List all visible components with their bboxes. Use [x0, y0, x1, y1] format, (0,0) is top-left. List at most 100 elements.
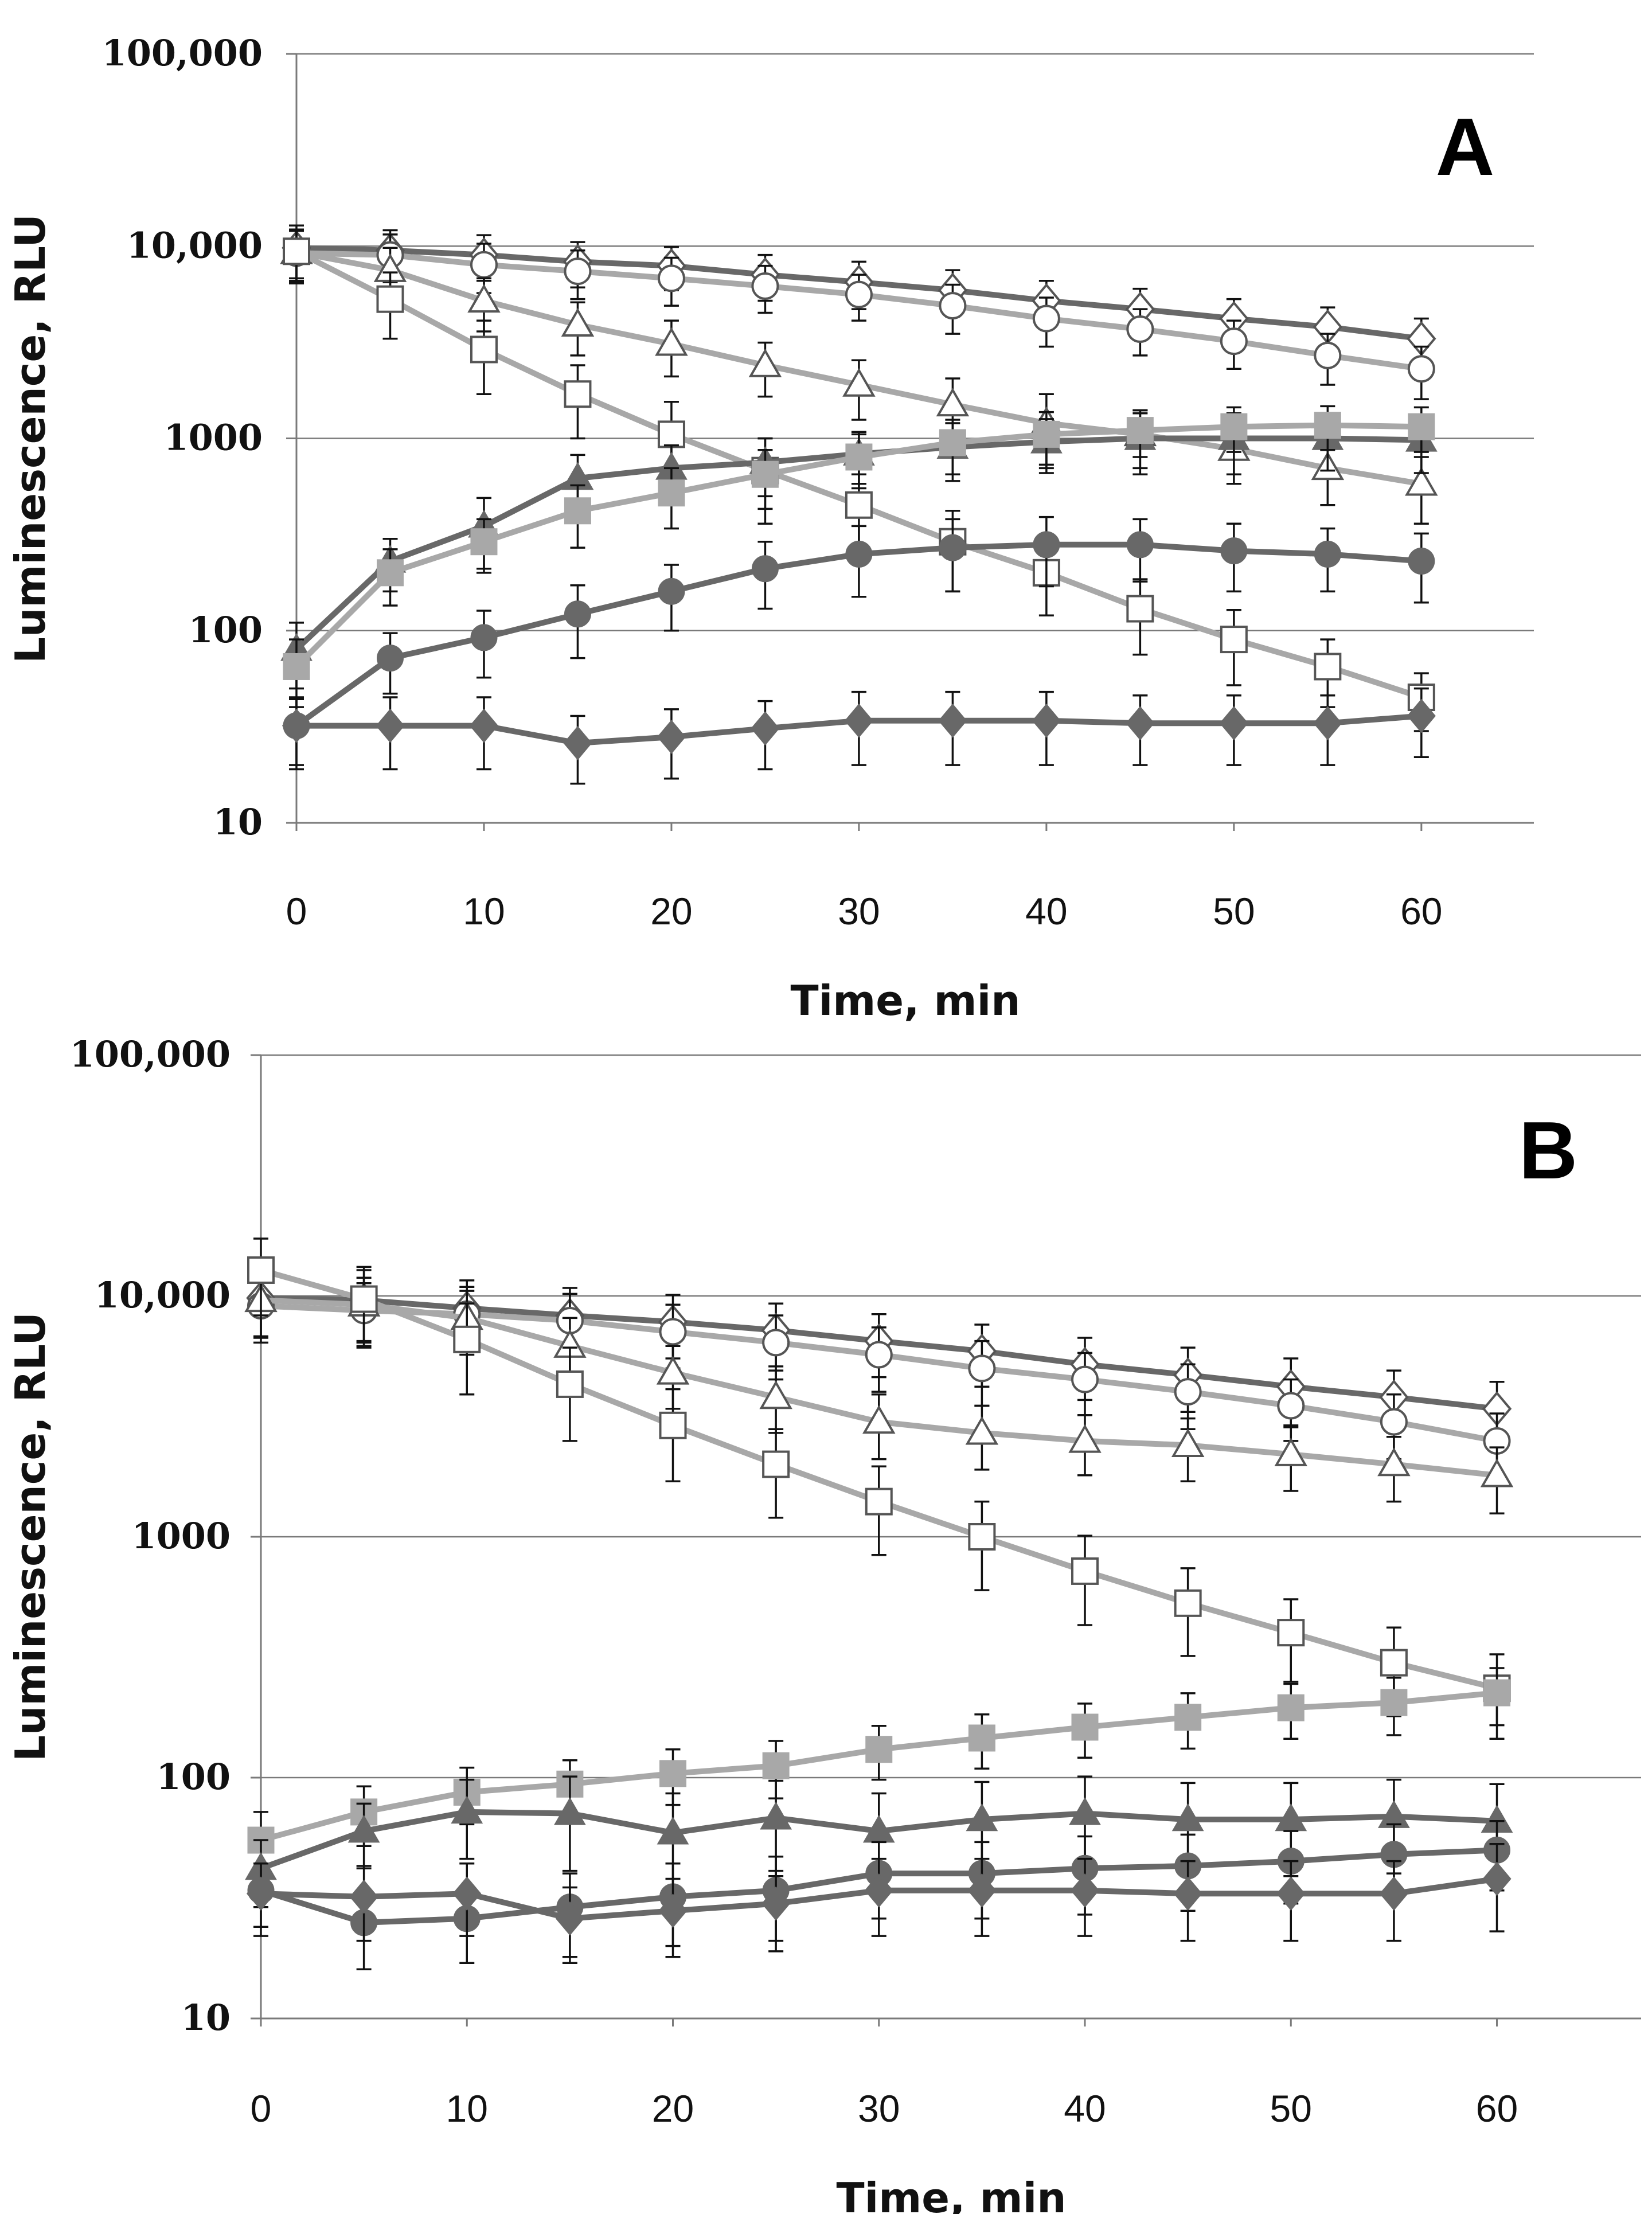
series-square-filled: [283, 405, 1435, 708]
data-point: [1126, 417, 1154, 444]
data-point: [1377, 1447, 1411, 1477]
x-tick-label: 30: [838, 890, 880, 932]
data-point: [1405, 467, 1438, 496]
y-tick-label: 10,000: [95, 1274, 231, 1316]
data-point: [1071, 1713, 1099, 1741]
data-point: [1380, 1649, 1408, 1677]
data-point: [845, 280, 873, 309]
data-point: [864, 1873, 893, 1908]
data-point: [470, 528, 498, 556]
data-point: [282, 708, 311, 743]
data-point: [968, 1354, 996, 1383]
data-point: [452, 1876, 482, 1911]
data-point: [1220, 537, 1248, 565]
series-triangle-open: [244, 1271, 1514, 1515]
data-point: [1126, 706, 1155, 741]
data-point: [845, 540, 873, 568]
data-point: [564, 380, 592, 408]
data-point: [658, 479, 685, 507]
data-point: [247, 1256, 275, 1284]
x-tick-label: 60: [1476, 2087, 1518, 2130]
data-point: [1174, 1589, 1202, 1617]
y-tick-label: 1000: [163, 417, 263, 459]
x-tick-label: 60: [1400, 890, 1442, 932]
panel-label: A: [1436, 101, 1495, 193]
data-point: [760, 1802, 792, 1830]
data-point: [657, 720, 686, 754]
data-point: [283, 653, 310, 680]
data-point: [1033, 420, 1060, 448]
data-point: [561, 308, 595, 337]
data-point: [865, 1341, 893, 1369]
data-point: [844, 703, 873, 738]
data-point: [936, 388, 970, 417]
data-point: [657, 264, 685, 292]
data-point: [1407, 698, 1436, 733]
x-tick-label: 10: [463, 890, 505, 932]
x-tick-label: 0: [251, 2087, 272, 2130]
data-point: [845, 491, 873, 519]
x-tick-label: 20: [650, 890, 692, 932]
data-point: [467, 284, 501, 313]
data-point: [1483, 1679, 1511, 1707]
data-point: [1380, 1689, 1408, 1716]
data-point: [1068, 1424, 1102, 1453]
data-point: [1379, 1876, 1408, 1911]
data-point: [1220, 327, 1248, 356]
data-point: [939, 292, 967, 320]
data-point: [1277, 1392, 1305, 1420]
data-point: [1277, 1619, 1305, 1647]
data-point: [968, 1523, 996, 1551]
y-tick-label: 10: [213, 801, 263, 843]
x-tick-label: 10: [446, 2087, 488, 2130]
data-point: [350, 1285, 378, 1313]
y-tick-label: 100,000: [70, 1033, 231, 1075]
data-point: [1277, 1694, 1305, 1721]
data-point: [555, 1901, 584, 1936]
data-point: [659, 1760, 687, 1787]
data-point: [845, 443, 873, 471]
data-point: [862, 1405, 896, 1434]
data-point: [751, 555, 779, 583]
data-point: [968, 1724, 995, 1752]
x-axis-title: Time, min: [790, 977, 1020, 1025]
y-tick-label: 10,000: [127, 224, 263, 266]
series-diamond-filled: [246, 1843, 1512, 1964]
data-point: [1126, 315, 1154, 343]
y-tick-label: 1000: [131, 1515, 231, 1557]
data-point: [1126, 595, 1154, 623]
panel-label: B: [1519, 1105, 1578, 1196]
data-point: [1069, 1797, 1101, 1825]
panel-a-chart: 10 100 1000 10,000 100,000 0 10 20 30 40 50 60 Time,…: [6, 32, 1534, 1025]
data-point: [470, 251, 498, 279]
data-point: [1219, 706, 1248, 741]
data-point: [656, 1356, 690, 1385]
data-point: [1071, 1557, 1099, 1585]
data-point: [1032, 703, 1061, 738]
data-point: [1032, 304, 1060, 333]
data-point: [1070, 1873, 1100, 1908]
data-point: [283, 237, 310, 265]
data-point: [1173, 1876, 1202, 1911]
x-tick-label: 40: [1025, 890, 1067, 932]
data-point: [966, 1803, 998, 1832]
y-tick-label: 100: [189, 609, 263, 651]
data-point: [748, 348, 782, 377]
data-point: [1314, 653, 1342, 681]
data-point: [1274, 1437, 1308, 1466]
x-tick-label: 30: [858, 2087, 900, 2130]
data-point: [965, 1416, 999, 1445]
data-point: [1174, 1378, 1202, 1406]
data-point: [751, 460, 779, 488]
data-point: [762, 1450, 790, 1478]
data-point: [564, 600, 591, 628]
data-point: [655, 327, 688, 356]
series-diamond-filled: [282, 687, 1436, 785]
data-point: [453, 1325, 481, 1353]
data-point: [1407, 355, 1435, 383]
data-point: [658, 1893, 688, 1928]
x-tick-label: 40: [1064, 2087, 1106, 2130]
data-point: [939, 534, 966, 561]
y-tick-label: 10: [181, 1997, 231, 2039]
